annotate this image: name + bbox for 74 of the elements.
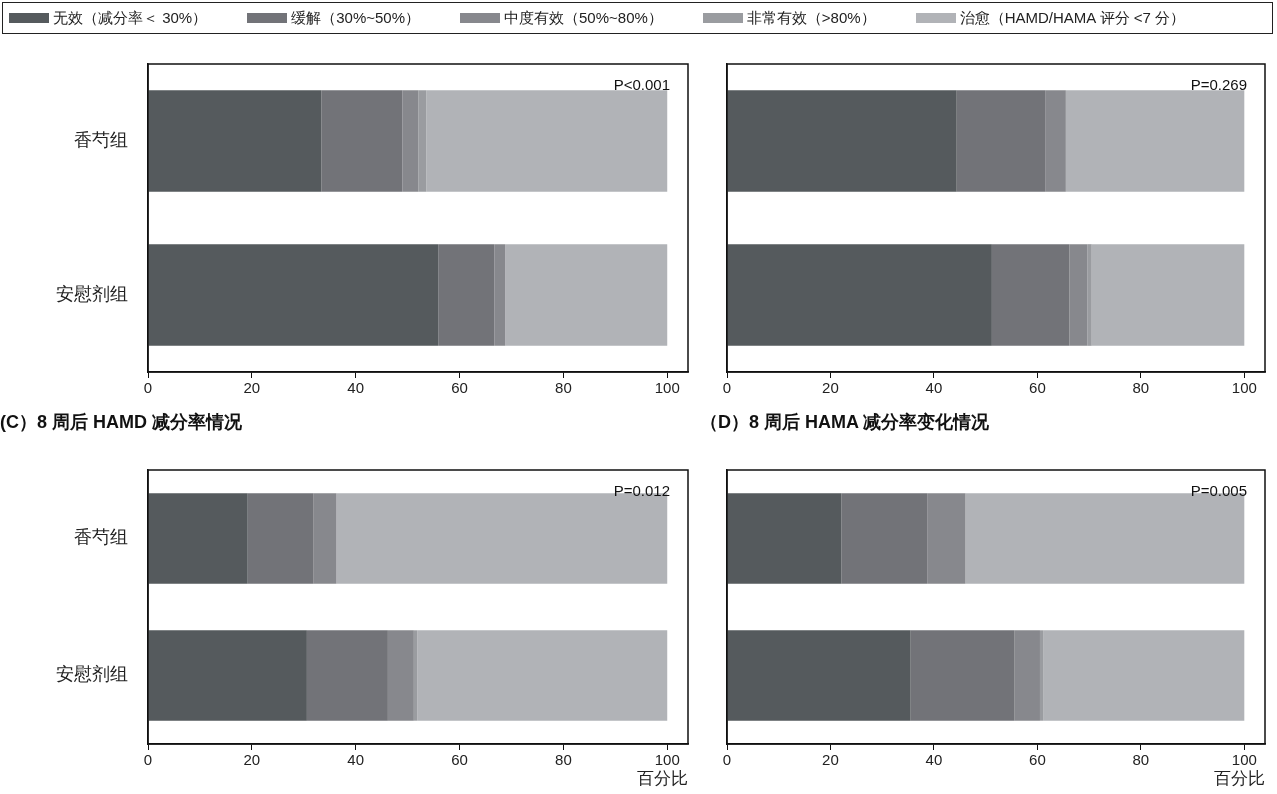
x-tick-label: 0 [722,751,732,769]
bar [426,90,668,192]
bar [148,244,439,346]
bar [247,493,314,584]
legend-label: 中度有效（50%~80%） [504,8,663,28]
x-tick-label: 40 [925,751,943,769]
x-tick-label: 20 [822,751,839,769]
x-tick-label: 100 [1231,751,1257,769]
bar [727,630,911,721]
x-tick-label: 20 [822,379,839,397]
bar [418,90,427,192]
annotation: P=0.269 [1190,75,1247,93]
bar [494,244,506,346]
y-tick-label: 香芍组 [74,527,128,548]
y-tick-label: 香芍组 [74,129,128,150]
legend-label: 无效（减分率＜ 30%） [53,8,208,28]
x-tick-label: 100 [1231,379,1257,397]
bar [727,493,842,584]
y-tick-label: 安慰剂组 [56,664,128,685]
x-tick-label: 60 [1029,379,1046,397]
bar [148,493,248,584]
x-tick-label: 100 [654,751,680,769]
x-tick-label: 60 [451,751,468,769]
x-tick-label: 80 [555,751,572,769]
annotation: P=0.012 [613,481,670,499]
chart-title: (C）8 周后 HAMD 减分率情况 [0,411,242,434]
x-axis-title: 百分比 [637,769,688,789]
bar [910,630,1015,721]
x-tick-label: 40 [347,379,365,397]
bar [402,90,419,192]
bar [313,493,337,584]
bar [956,90,1046,192]
y-tick-label: 安慰剂组 [56,283,128,304]
bar [727,244,992,346]
legend-label: 治愈（HAMD/HAMA 评分 <7 分） [959,8,1186,28]
x-tick-label: 80 [1132,379,1150,397]
annotation: P=0.005 [1190,481,1247,499]
bar [927,493,966,584]
bar [148,90,322,192]
bar [321,90,403,192]
bar [1014,630,1040,721]
bar [1069,244,1088,346]
legend-label: 缓解（30%~50%） [291,8,421,28]
x-tick-label: 100 [654,379,680,397]
bar [1087,244,1092,346]
bar [148,630,307,721]
bar [1065,90,1245,192]
bar [727,90,957,192]
bar [1091,244,1245,346]
x-tick-label: 40 [347,751,365,769]
bar [1039,630,1044,721]
chart-title: （D）8 周后 HAMA 减分率变化情况 [700,411,990,434]
bar [417,630,668,721]
x-tick-label: 60 [451,379,468,397]
x-tick-label: 20 [243,379,261,397]
x-tick-label: 20 [243,751,261,769]
x-tick-label: 0 [143,379,153,397]
x-tick-label: 60 [1029,751,1046,769]
x-tick-label: 80 [1132,751,1150,769]
bar [1045,90,1066,192]
x-tick-label: 80 [555,379,572,397]
x-axis-title: 百分比 [1214,769,1265,789]
legend-label: 非常有效（>80%） [746,8,876,28]
bar [438,244,495,346]
x-tick-label: 40 [925,379,943,397]
bar [505,244,668,346]
x-tick-label: 0 [143,751,153,769]
x-tick-label: 0 [722,379,732,397]
bar [387,630,414,721]
bar [306,630,388,721]
bar [1043,630,1245,721]
bar [841,493,928,584]
bar [991,244,1070,346]
annotation: P<0.001 [613,75,670,93]
